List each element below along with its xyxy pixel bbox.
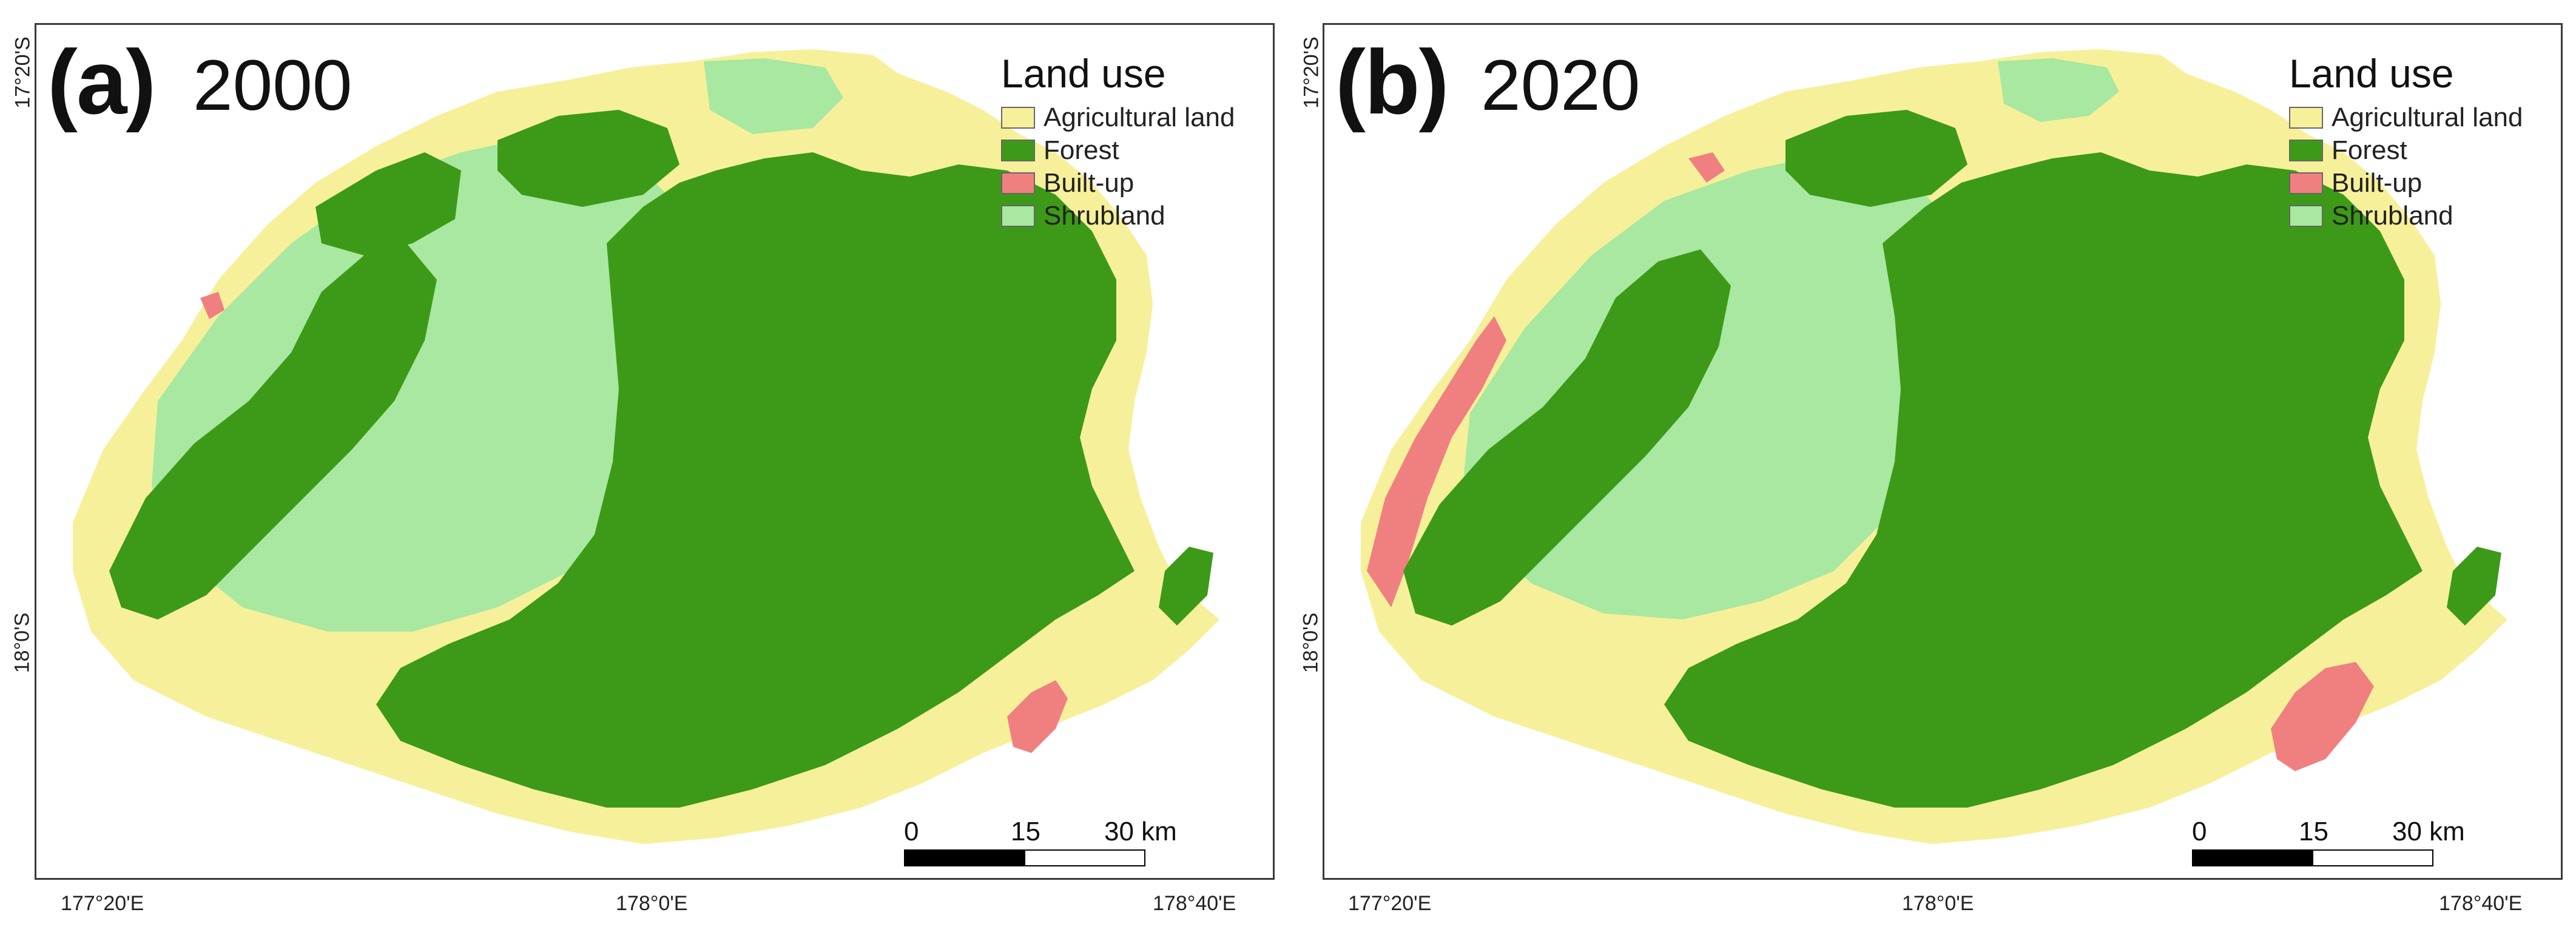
legend-item-forest: Forest	[2289, 134, 2523, 167]
legend-label: Built-up	[2332, 168, 2423, 198]
legend-item-agricultural: Agricultural land	[1001, 101, 1235, 134]
panel-year: 2000	[193, 46, 352, 126]
swatch-agricultural	[2289, 107, 2323, 129]
lat-tick-label: 17°20'S	[11, 36, 35, 109]
legend-label: Built-up	[1044, 168, 1135, 198]
swatch-shrubland	[1001, 205, 1035, 227]
legend-label: Shrubland	[2332, 201, 2453, 231]
legend-item-agricultural: Agricultural land	[2289, 101, 2523, 134]
swatch-shrubland	[2289, 205, 2323, 227]
legend-item-shrubland: Shrubland	[2289, 200, 2523, 232]
forest-west	[1403, 249, 1731, 626]
panel-letter: (b)	[1335, 31, 1449, 133]
scale-bar: 0 15 30 km	[904, 817, 1177, 866]
builtup-north	[1688, 152, 1725, 183]
land-use-map-2020	[1361, 49, 2507, 844]
legend-item-shrubland: Shrubland	[1001, 200, 1235, 232]
forest-east	[1159, 547, 1213, 626]
lon-tick-label: 178°0'E	[1902, 892, 1974, 915]
lon-tick-label: 178°40'E	[2439, 892, 2523, 915]
scale-bar: 0 15 30 km	[2192, 817, 2465, 866]
legend: Land use Agricultural land Forest Built-…	[1001, 49, 1235, 232]
scale-label-15: 15	[2299, 817, 2328, 846]
scale-bar-graphic	[2192, 849, 2433, 866]
map-panel-2020: (b) 2020 Land use Agricultural land Fore…	[1323, 23, 2563, 880]
builtup-west-coast	[1367, 316, 1506, 607]
lat-tick-label: 18°0'S	[1299, 612, 1323, 673]
swatch-builtup	[1001, 172, 1035, 194]
swatch-forest	[1001, 140, 1035, 161]
lon-tick-label: 178°40'E	[1153, 892, 1236, 915]
land-use-map-2000	[73, 49, 1219, 844]
legend-title: Land use	[1001, 51, 1166, 96]
builtup-west	[200, 292, 224, 319]
forest-north	[1785, 110, 1967, 207]
scale-label-0: 0	[904, 817, 919, 846]
swatch-builtup	[2289, 172, 2323, 194]
forest-north	[497, 110, 679, 207]
forest-northwest	[315, 152, 461, 255]
lon-tick-label: 177°20'E	[61, 892, 144, 915]
legend: Land use Agricultural land Forest Built-…	[2289, 49, 2523, 232]
legend-item-builtup: Built-up	[1001, 167, 1235, 200]
shrubland-north	[704, 58, 843, 134]
legend-label: Agricultural land	[2332, 103, 2523, 132]
scale-label-30: 30 km	[1104, 817, 1177, 846]
forest-west	[109, 243, 437, 619]
forest-east	[2447, 547, 2501, 626]
builtup-southeast	[1007, 680, 1068, 753]
lon-tick-label: 178°0'E	[616, 892, 688, 915]
lat-tick-label: 18°0'S	[10, 612, 34, 673]
forest-central	[376, 152, 1135, 808]
legend-label: Forest	[1044, 135, 1119, 165]
legend-item-forest: Forest	[1001, 134, 1235, 167]
legend-label: Shrubland	[1044, 201, 1165, 231]
legend-item-builtup: Built-up	[2289, 167, 2523, 200]
scale-label-0: 0	[2192, 817, 2207, 846]
lat-tick-label: 17°20'S	[1300, 36, 1323, 109]
lon-tick-label: 177°20'E	[1348, 892, 1432, 915]
swatch-agricultural	[1001, 107, 1035, 129]
shrubland-north	[1998, 58, 2119, 122]
builtup-southeast	[2271, 662, 2374, 771]
panel-year: 2020	[1481, 46, 1640, 126]
panel-letter: (a)	[47, 31, 156, 133]
swatch-forest	[2289, 140, 2323, 161]
scale-label-30: 30 km	[2392, 817, 2465, 846]
forest-central	[1664, 152, 2423, 808]
legend-label: Agricultural land	[1044, 103, 1235, 132]
legend-label: Forest	[2332, 135, 2407, 165]
legend-title: Land use	[2289, 51, 2454, 96]
scale-label-15: 15	[1011, 817, 1040, 846]
scale-bar-graphic	[904, 849, 1145, 866]
map-panel-2000: (a) 2000 Land use Agricultural land Fore…	[35, 23, 1275, 880]
